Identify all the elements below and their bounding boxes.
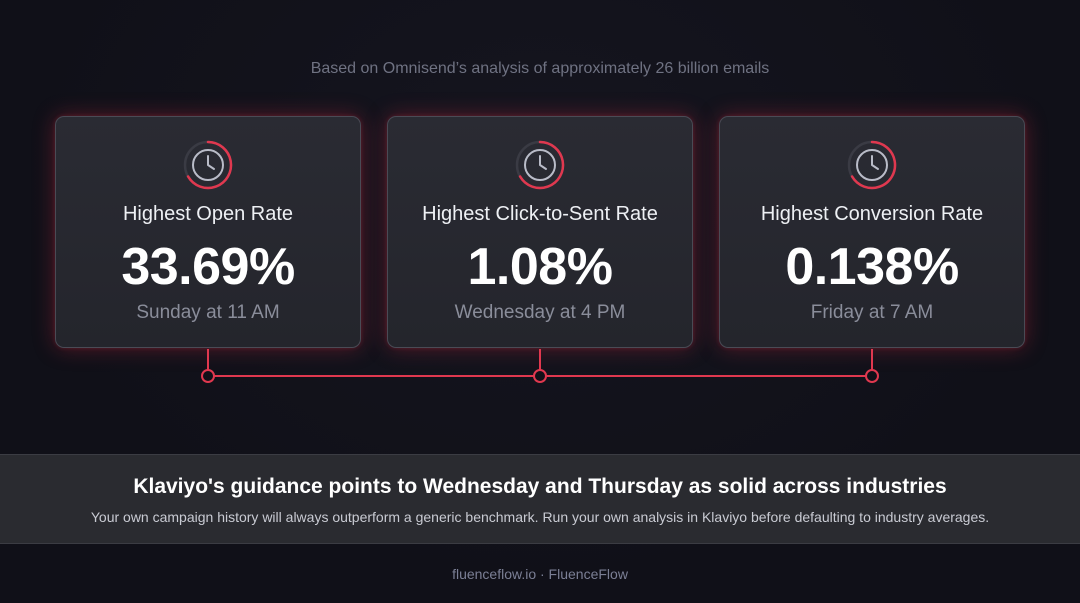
- card-time: Friday at 7 AM: [810, 302, 934, 323]
- stat-card-conversion-rate: Highest Conversion Rate 0.138% Friday at…: [719, 116, 1025, 348]
- card-time: Sunday at 11 AM: [136, 302, 280, 323]
- connector-node-1: [201, 369, 215, 383]
- banner-title: Klaviyo's guidance points to Wednesday a…: [133, 475, 947, 498]
- card-label: Highest Click-to-Sent Rate: [422, 203, 658, 225]
- card-label: Highest Conversion Rate: [760, 203, 984, 225]
- footer-credit: fluenceflow.io · FluenceFlow: [452, 566, 628, 582]
- stat-card-click-rate: Highest Click-to-Sent Rate 1.08% Wednesd…: [387, 116, 693, 348]
- clock-icon: [846, 139, 898, 191]
- stat-card-open-rate: Highest Open Rate 33.69% Sunday at 11 AM: [55, 116, 361, 348]
- card-value: 0.138%: [785, 238, 959, 296]
- card-value: 33.69%: [121, 238, 295, 296]
- card-value: 1.08%: [467, 238, 613, 296]
- card-time: Wednesday at 4 PM: [454, 302, 626, 323]
- guidance-banner: Klaviyo's guidance points to Wednesday a…: [0, 454, 1080, 544]
- subtitle: Based on Omnisend’s analysis of approxim…: [310, 60, 770, 77]
- clock-icon: [182, 139, 234, 191]
- connector-node-3: [865, 369, 879, 383]
- connector-paths: [207, 349, 873, 377]
- connector-node-2: [533, 369, 547, 383]
- card-label: Highest Open Rate: [122, 203, 294, 225]
- banner-text: Your own campaign history will always ou…: [90, 509, 990, 525]
- clock-icon: [514, 139, 566, 191]
